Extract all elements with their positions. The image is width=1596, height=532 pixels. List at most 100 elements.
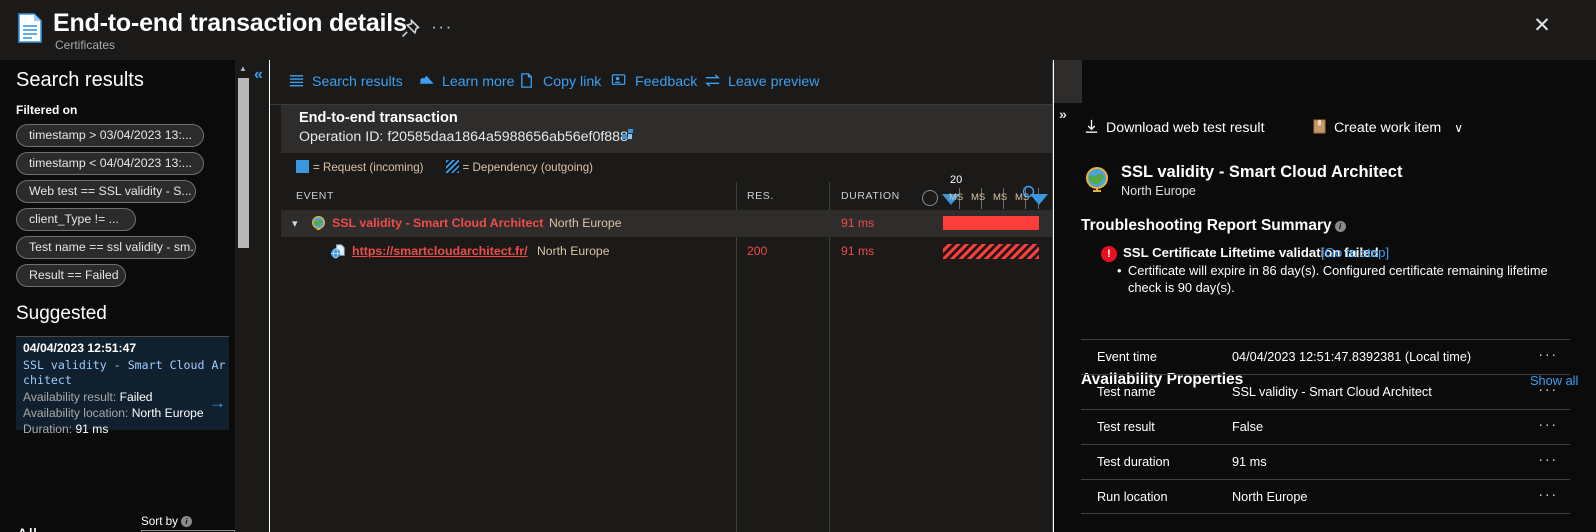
property-value: 91 ms <box>1232 455 1267 469</box>
row-event-name[interactable]: https://smartcloudarchitect.fr/ <box>352 244 528 258</box>
property-row-menu[interactable]: ··· <box>1538 416 1558 433</box>
axis-max-label: 20 <box>950 174 963 186</box>
suggested-test-name: SSL validity - Smart Cloud Architect <box>23 358 226 387</box>
command-bar: Search results Learn more Copy link Feed… <box>270 60 1052 105</box>
transaction-header-title: End-to-end transaction <box>299 110 458 126</box>
property-row-menu[interactable]: ··· <box>1538 346 1558 363</box>
transaction-header: End-to-end transaction Operation ID: f20… <box>281 105 1052 153</box>
row-location: North Europe <box>549 216 622 230</box>
dependency-swatch <box>445 160 459 173</box>
row-duration: 91 ms <box>841 216 875 230</box>
property-row-menu[interactable]: ··· <box>1538 451 1558 468</box>
filter-pill[interactable]: Result == Failed <box>16 264 126 287</box>
troubleshooting-detail: Certificate will expire in 86 day(s). Co… <box>1128 263 1548 295</box>
page-subtitle: Certificates <box>55 38 116 52</box>
details-subtitle: North Europe <box>1121 184 1196 198</box>
row-duration: 91 ms <box>841 244 875 258</box>
suggested-timestamp: 04/04/2023 12:51:47 <box>23 341 137 355</box>
property-row-menu[interactable]: ··· <box>1538 381 1558 398</box>
close-icon[interactable]: ✕ <box>1533 14 1551 37</box>
toolbar-copy-link[interactable]: Copy link <box>519 72 601 94</box>
row-location: North Europe <box>537 244 610 258</box>
create-work-item-label: Create work item <box>1334 120 1442 136</box>
details-panel: » Download web test result Create work i… <box>1053 60 1596 532</box>
all-heading: All <box>16 526 37 532</box>
property-key: Event time <box>1097 350 1157 364</box>
download-web-test-result-button[interactable]: Download web test result <box>1083 118 1265 139</box>
scroll-up-icon[interactable]: ▲ <box>239 64 247 73</box>
filter-pill[interactable]: client_Type != ... <box>16 208 136 231</box>
more-options-button[interactable]: ··· <box>431 17 453 36</box>
sidebar-divider <box>269 60 270 532</box>
row-res: 200 <box>747 244 768 258</box>
chevron-down-icon[interactable]: ∨ <box>1454 121 1463 135</box>
copy-operation-id-icon[interactable] <box>621 128 637 144</box>
property-key: Test result <box>1097 420 1155 434</box>
column-duration: DURATION <box>841 190 900 202</box>
info-icon[interactable]: i <box>181 516 193 527</box>
suggested-result-card[interactable]: 04/04/2023 12:51:47 SSL validity - Smart… <box>16 336 229 436</box>
troubleshooting-error-title: SSL Certificate Liftetime validation fai… <box>1123 245 1379 260</box>
suggested-location-key: Availability location: <box>23 406 129 420</box>
sort-by-label: Sort by i <box>141 515 193 528</box>
globe-icon <box>1086 167 1108 192</box>
legend-dependency-label: = Dependency (outgoing) <box>462 161 594 174</box>
toolbar-search-results[interactable]: Search results <box>288 72 403 94</box>
suggested-result-value: Failed <box>119 390 153 404</box>
toolbar-leave-preview[interactable]: Leave preview <box>704 72 820 94</box>
create-work-item-button[interactable]: Create work item ∨ <box>1311 118 1463 139</box>
property-row-menu[interactable]: ··· <box>1538 486 1558 503</box>
bullet-icon: • <box>1117 263 1122 278</box>
operation-id: Operation ID: f20585daa1864a5988656ab56e… <box>299 129 628 145</box>
show-all-link[interactable]: Show all <box>1530 373 1579 388</box>
suggested-location-value: North Europe <box>131 406 204 420</box>
swap-icon <box>704 72 723 93</box>
suggested-availability-location: Availability location: North Europe <box>23 406 204 420</box>
suggested-availability-result: Availability result: Failed <box>23 390 153 404</box>
sidebar-heading: Search results <box>16 69 144 91</box>
axis-tick-label: MS <box>1015 192 1030 203</box>
suggested-duration-value: 91 ms <box>75 422 109 436</box>
download-label: Download web test result <box>1106 120 1265 136</box>
toolbar-learn-more[interactable]: Learn more <box>418 72 515 94</box>
learn-icon <box>418 72 437 93</box>
filtered-on-label: Filtered on <box>16 103 78 117</box>
feedback-icon <box>611 72 630 93</box>
title-bar: End-to-end transaction details Certifica… <box>0 0 1596 60</box>
pin-icon[interactable] <box>398 17 422 41</box>
search-icon[interactable] <box>1021 184 1039 202</box>
go-to-step-link[interactable]: [Go to step] <box>1321 245 1390 260</box>
collapse-sidebar-icon[interactable]: « <box>254 66 263 83</box>
request-swatch <box>296 160 309 173</box>
row-duration-bar <box>943 216 1039 230</box>
filter-pill[interactable]: timestamp < 04/04/2023 13:... <box>16 152 204 175</box>
row-event-name[interactable]: SSL validity - Smart Cloud Architect <box>332 216 544 230</box>
sidebar-scrollbar[interactable]: ▲ <box>236 62 250 532</box>
search-results-sidebar: Search results Filtered on timestamp > 0… <box>0 60 235 532</box>
scrollbar-thumb[interactable] <box>238 78 249 248</box>
info-icon[interactable]: i <box>1334 221 1346 232</box>
property-row: Run location North Europe ··· <box>1081 479 1570 514</box>
timeline-filter-icon-right[interactable] <box>1030 194 1048 205</box>
toolbar-label: Feedback <box>635 74 698 90</box>
timeline-filter-icon[interactable] <box>942 194 960 205</box>
column-res: RES. <box>747 190 774 202</box>
property-row: Test duration 91 ms ··· <box>1081 444 1570 479</box>
table-row[interactable]: ▾ SSL validity - Smart Cloud Architect N… <box>281 210 1052 237</box>
axis-tick-label: MS <box>971 192 986 203</box>
filter-pill[interactable]: Web test == SSL validity - S... <box>16 180 196 203</box>
property-value: False <box>1232 420 1264 434</box>
arrow-right-icon[interactable]: → <box>209 393 226 412</box>
axis-tick-label: MS <box>949 192 964 203</box>
expand-row-icon[interactable]: ▾ <box>292 218 298 230</box>
copy-icon <box>519 72 538 93</box>
filter-pill[interactable]: Test name == ssl validity - sm... <box>16 236 196 259</box>
property-row: Test name SSL validity - Smart Cloud Arc… <box>1081 374 1570 409</box>
toolbar-feedback[interactable]: Feedback <box>611 72 697 94</box>
expand-details-icon[interactable]: » <box>1059 106 1067 122</box>
sort-by-select[interactable]: Relevance ▾ <box>141 530 235 532</box>
property-key: Test duration <box>1097 455 1170 469</box>
filter-pill[interactable]: timestamp > 03/04/2023 13:... <box>16 124 204 147</box>
table-row[interactable]: https://smartcloudarchitect.fr/ North Eu… <box>281 238 1052 265</box>
